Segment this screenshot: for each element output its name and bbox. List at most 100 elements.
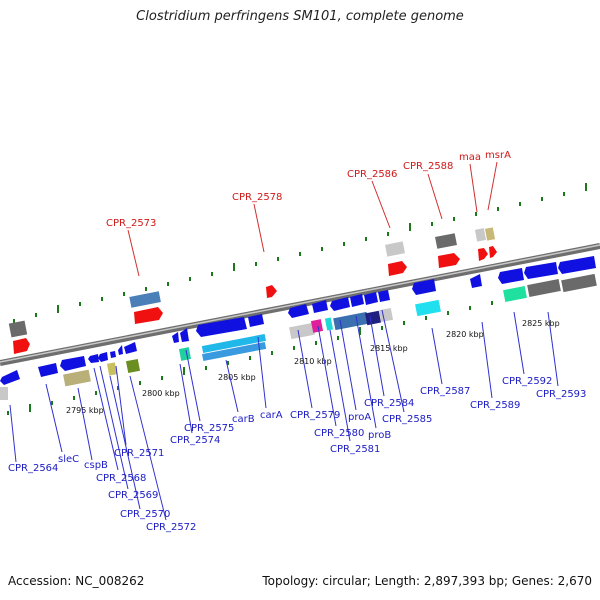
gene-label-cpr-2593: CPR_2593 bbox=[536, 389, 586, 400]
gene-label-cpr-2564: CPR_2564 bbox=[8, 463, 58, 474]
gene-block bbox=[178, 347, 192, 361]
kbp-labels: 2795 kbp 2800 kbp 2805 kbp 2810 kbp 2815… bbox=[66, 319, 560, 415]
gene-label-cspb: cspB bbox=[84, 460, 108, 471]
gene-label-cpr-2586: CPR_2586 bbox=[347, 169, 397, 180]
gene-arrow-cara bbox=[248, 314, 264, 327]
kbp-label: 2805 kbp bbox=[218, 373, 256, 382]
gene-arrow-carb bbox=[196, 317, 247, 337]
gene-arrow-cpr-2588 bbox=[438, 253, 460, 268]
gene-block bbox=[364, 310, 382, 326]
gene-label-cpr-2574: CPR_2574 bbox=[170, 435, 220, 446]
gene-label-cpr-2571: CPR_2571 bbox=[114, 448, 164, 459]
genome-info-text: Topology: circular; Length: 2,897,393 bp… bbox=[262, 574, 592, 588]
gene-block bbox=[484, 227, 496, 241]
gene-arrow-cpr-2586 bbox=[388, 261, 407, 276]
gene-arrow-cpr-2578 bbox=[266, 285, 277, 298]
bottom-labels: CPR_2564 sleC cspB CPR_2568 CPR_2569 CPR… bbox=[8, 376, 586, 533]
kbp-label: 2825 kbp bbox=[522, 319, 560, 328]
gene-label-cara: carA bbox=[260, 410, 283, 421]
gene-arrow-cpr-2585 bbox=[378, 290, 390, 302]
gene-arrow-cpr-2579 bbox=[288, 304, 309, 318]
gene-label-cpr-2581: CPR_2581 bbox=[330, 444, 380, 455]
gene-arrow bbox=[172, 332, 179, 343]
top-labels: CPR_2573 CPR_2578 CPR_2586 CPR_2588 maa … bbox=[106, 150, 511, 229]
gene-label-cpr-2589: CPR_2589 bbox=[470, 400, 520, 411]
kbp-label: 2810 kbp bbox=[294, 357, 332, 366]
bottom-leaders bbox=[9, 309, 559, 521]
gene-block bbox=[561, 273, 597, 293]
gene-arrow-proa bbox=[330, 297, 350, 311]
gene-label-msra: msrA bbox=[485, 150, 511, 161]
gene-arrow-cpr-2587 bbox=[412, 279, 436, 295]
gene-arrow-prob bbox=[350, 294, 364, 307]
gene-block bbox=[106, 362, 118, 376]
forward-genes bbox=[8, 227, 497, 354]
gene-label-proa: proA bbox=[348, 412, 371, 423]
gene-arrow bbox=[110, 351, 116, 358]
gene-arrow-cpr-2574 bbox=[180, 328, 189, 342]
gene-arrow-cpr-2593 bbox=[524, 262, 558, 279]
gene-block bbox=[324, 317, 334, 331]
gene-label-cpr-2587: CPR_2587 bbox=[420, 386, 470, 397]
genome-backbone bbox=[0, 243, 600, 366]
reverse-genes bbox=[0, 256, 597, 400]
gene-arrow-slec bbox=[38, 363, 58, 377]
gene-label-cpr-2579: CPR_2579 bbox=[290, 410, 340, 421]
gene-block-cspb bbox=[63, 369, 91, 387]
gene-arrow bbox=[98, 352, 108, 362]
accession-text: Accession: NC_008262 bbox=[8, 574, 145, 588]
gene-arrow-cpr-2564 bbox=[0, 370, 20, 385]
gene-block bbox=[435, 233, 457, 249]
gene-block bbox=[378, 307, 394, 323]
gene-block-carb bbox=[201, 333, 266, 354]
gene-label-cpr-2584: CPR_2584 bbox=[364, 398, 414, 409]
gene-block bbox=[474, 228, 487, 242]
gene-label-cpr-2569: CPR_2569 bbox=[108, 490, 158, 501]
gene-block bbox=[129, 291, 161, 308]
kbp-label: 2820 kbp bbox=[446, 330, 484, 339]
gene-arrow-cspb bbox=[60, 356, 86, 371]
gene-block bbox=[8, 320, 28, 338]
gene-block bbox=[385, 241, 405, 257]
gene-label-slec: sleC bbox=[58, 454, 79, 465]
gene-arrow-msra bbox=[489, 246, 497, 258]
tick-track-top bbox=[13, 183, 587, 323]
gene-arrow bbox=[88, 354, 99, 363]
gene-arrow-cpr-2573 bbox=[134, 307, 163, 324]
gene-label-prob: proB bbox=[368, 430, 391, 441]
gene-block bbox=[527, 279, 561, 297]
gene-block bbox=[310, 319, 324, 333]
gene-arrow bbox=[124, 342, 137, 354]
gene-label-cpr-2588: CPR_2588 bbox=[403, 161, 453, 172]
gene-block bbox=[415, 299, 441, 317]
map-title: Clostridium perfringens SM101, complete … bbox=[136, 9, 464, 24]
gene-arrow-cpr-2584 bbox=[364, 292, 378, 305]
gene-label-cpr-2592: CPR_2592 bbox=[502, 376, 552, 387]
gene-label-cpr-2578: CPR_2578 bbox=[232, 192, 282, 203]
gene-block bbox=[289, 322, 315, 340]
gene-arrow-cpr-2580 bbox=[312, 300, 328, 313]
tick-track-bottom bbox=[7, 281, 581, 415]
kbp-label: 2815 kbp bbox=[370, 344, 408, 353]
gene-label-cpr-2570: CPR_2570 bbox=[120, 509, 170, 520]
gene-label-cpr-2585: CPR_2585 bbox=[382, 414, 432, 425]
gene-block bbox=[0, 387, 8, 400]
gene-label-maa: maa bbox=[459, 152, 481, 163]
gene-arrow bbox=[118, 345, 123, 355]
gene-label-cpr-2568: CPR_2568 bbox=[96, 473, 146, 484]
gene-arrow-cpr-2589 bbox=[470, 274, 482, 288]
gene-label-cpr-2575: CPR_2575 bbox=[184, 423, 234, 434]
kbp-label: 2795 kbp bbox=[66, 406, 104, 415]
gene-block bbox=[333, 311, 369, 331]
gene-block bbox=[125, 358, 141, 374]
gene-label-carb: carB bbox=[232, 414, 255, 425]
gene-arrow-maa bbox=[478, 248, 488, 261]
kbp-label: 2800 kbp bbox=[142, 389, 180, 398]
gene-block bbox=[503, 286, 527, 302]
gene-label-cpr-2580: CPR_2580 bbox=[314, 428, 364, 439]
top-leaders bbox=[127, 161, 498, 277]
gene-label-cpr-2573: CPR_2573 bbox=[106, 218, 156, 229]
gene-block-carb bbox=[202, 341, 267, 362]
gene-label-cpr-2572: CPR_2572 bbox=[146, 522, 196, 533]
